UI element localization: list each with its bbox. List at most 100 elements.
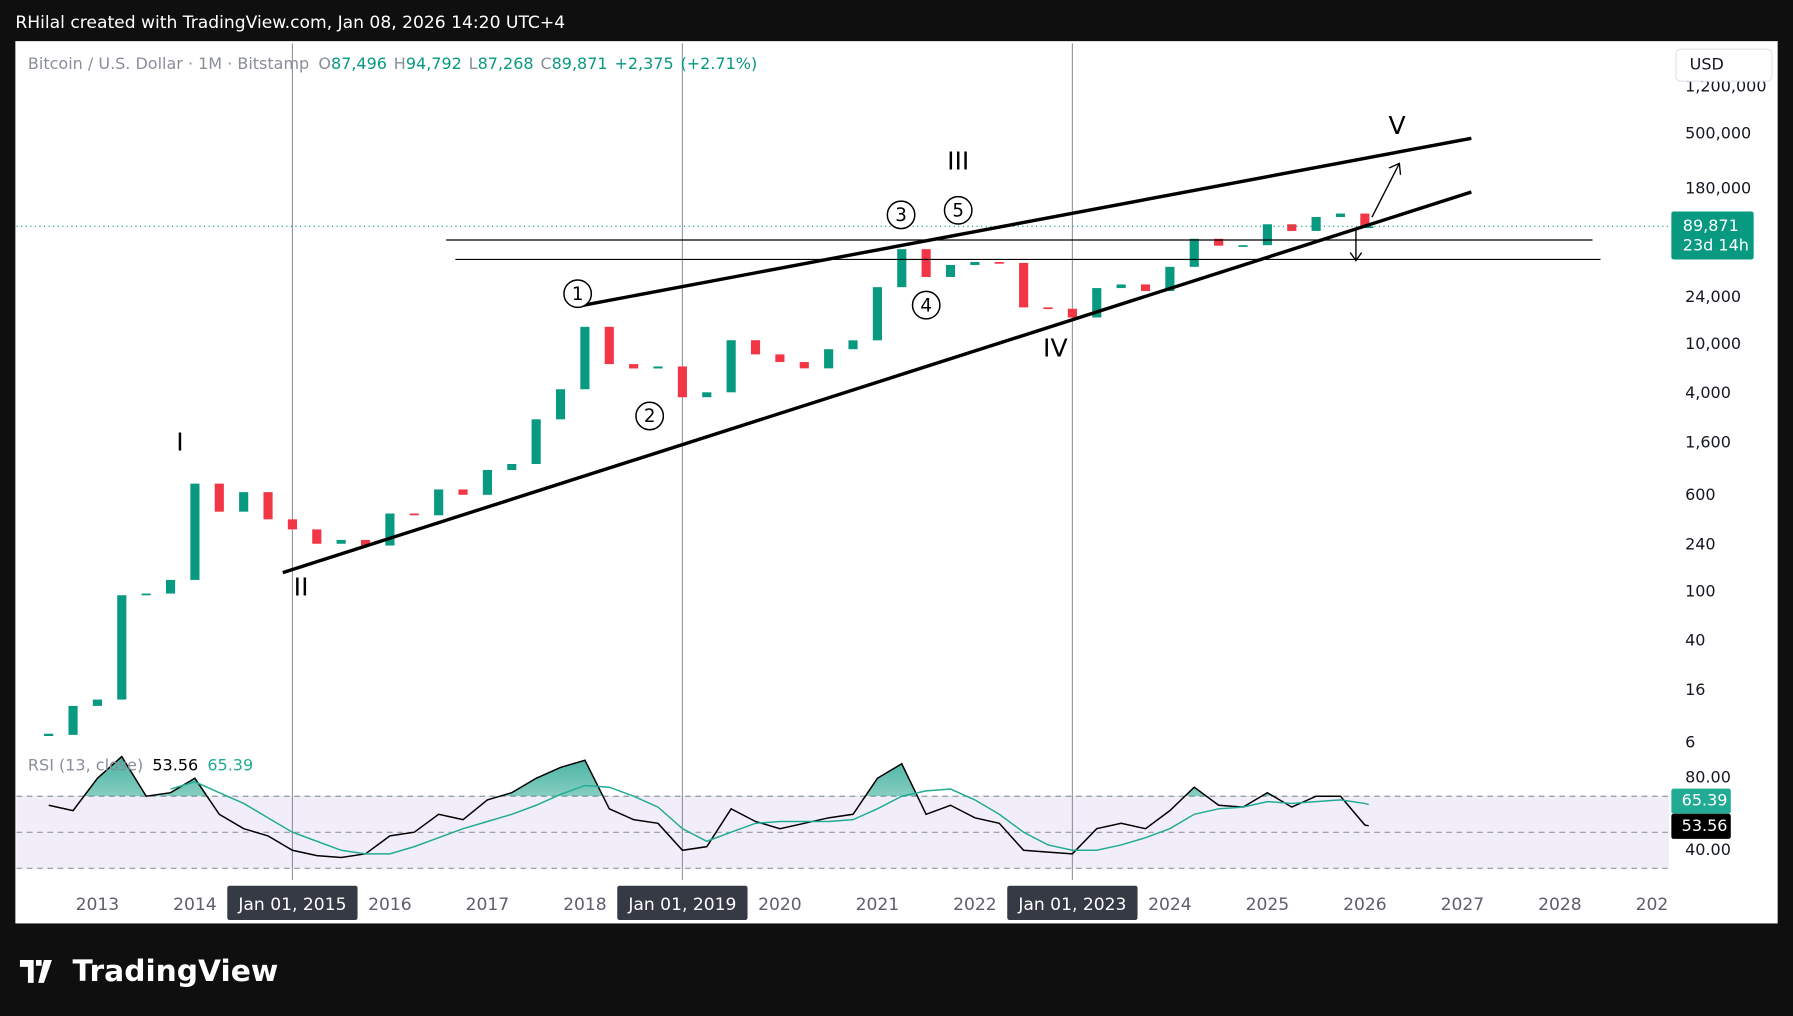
candle: [141, 593, 151, 596]
candle: [750, 340, 761, 355]
rsi-tick-label: 80.00: [1685, 768, 1731, 787]
x-tick-label: 2027: [1441, 895, 1485, 915]
ohlc-key: C: [540, 53, 551, 72]
y-tick-label: 40: [1685, 631, 1705, 650]
sub-wave-circle: [943, 195, 973, 225]
candle: [165, 579, 176, 594]
rsi-legend: RSI (13, close) 53.56 65.39: [28, 755, 253, 774]
brand-name: TradingView: [72, 954, 278, 989]
ohlc-key: L: [469, 53, 478, 72]
candle: [580, 326, 590, 390]
sub-wave-circle: [886, 200, 916, 230]
x-tick-label: 2017: [466, 895, 510, 915]
sub-wave-label: 5: [952, 200, 964, 221]
candle: [458, 489, 468, 495]
ohlc-value: 89,871: [552, 53, 608, 72]
change-percent: (+2.71%): [681, 53, 758, 72]
candle: [1043, 307, 1053, 310]
axes: 2013 2014 Jan 01, 2015 2016 2017 2018 Jan 01, …: [76, 80, 1767, 920]
last-price-badge: [1671, 211, 1754, 260]
sub-wave-label: 3: [895, 205, 907, 226]
candle: [1238, 245, 1248, 247]
sub-wave-label: 1: [572, 284, 584, 305]
y-tick-label: 16: [1685, 680, 1705, 699]
candle: [360, 539, 371, 546]
x-tick-label: Jan 01, 2019: [627, 895, 736, 915]
ohlc-key: O: [318, 53, 331, 72]
candle: [921, 249, 931, 277]
date-marker-box: [1007, 885, 1138, 920]
x-tick-label: 2022: [953, 895, 997, 915]
x-tick-label: 2028: [1538, 895, 1582, 915]
candle: [555, 389, 566, 420]
candle: [629, 364, 639, 369]
candle: [726, 340, 736, 393]
ohlc-value: 94,792: [406, 53, 462, 72]
candle: [1287, 224, 1297, 231]
candle: [1311, 216, 1321, 231]
candle: [1360, 213, 1370, 228]
wedge-upper-line: [577, 136, 1472, 308]
y-tick-label: 6: [1685, 733, 1695, 752]
rsi-value-label: 53.56: [1682, 816, 1728, 835]
candle: [677, 366, 687, 398]
x-tick-label: 2018: [563, 895, 607, 915]
currency-label[interactable]: USD: [1690, 55, 1724, 74]
candle: [409, 513, 419, 516]
rsi-line: [170, 781, 1369, 855]
x-tick-label: 2025: [1246, 895, 1290, 915]
wave-label: IV: [1043, 334, 1068, 363]
candle: [1335, 213, 1346, 217]
rsi-value-label: 65.39: [1682, 791, 1728, 810]
candle: [434, 489, 444, 516]
candle: [775, 354, 785, 363]
y-tick-label: 180,000: [1685, 179, 1751, 198]
logo-icon: [19, 960, 52, 983]
x-tick-label: 2024: [1148, 895, 1192, 915]
rsi-legend-value: 65.39: [207, 755, 253, 774]
y-tick-label: 100: [1685, 581, 1716, 600]
price-pane: [16, 43, 1670, 880]
y-tick-label: 240: [1685, 534, 1716, 553]
candle: [994, 261, 1004, 264]
candle: [1364, 226, 1374, 229]
wedge-lower-line: [282, 190, 1472, 575]
rsi-value-badge: [1671, 788, 1731, 814]
rsi-title: RSI (13, close): [28, 755, 143, 774]
candle: [604, 326, 614, 365]
candle: [1019, 262, 1029, 308]
candle: [1067, 308, 1077, 318]
candles: [44, 213, 1374, 737]
rsi-value-badge: [1671, 813, 1731, 839]
symbol-legend: Bitcoin / U.S. Dollar · 1M · Bitstamp O87…: [28, 53, 757, 72]
rsi-tick-label: 40.00: [1685, 840, 1731, 859]
candle: [507, 464, 517, 471]
candle: [531, 419, 541, 465]
candle: [702, 392, 712, 398]
change-value: +2,375: [614, 53, 673, 72]
candle: [945, 264, 956, 277]
x-tick-label: 2016: [368, 895, 412, 915]
date-marker-box: [227, 885, 358, 920]
x-tick-label: 2029: [1636, 895, 1680, 915]
date-marker-box: [617, 885, 748, 920]
candle: [385, 513, 395, 546]
wave-label: V: [1388, 111, 1405, 140]
candle: [117, 595, 127, 700]
y-tick-label: 1,600: [1685, 432, 1731, 451]
candle: [287, 519, 297, 530]
x-tick-label: 2021: [856, 895, 900, 915]
candle: [1165, 266, 1175, 291]
arrow-down: [1349, 228, 1363, 262]
candle: [1189, 238, 1199, 267]
y-tick-label: 10,000: [1685, 334, 1741, 353]
candle: [1116, 284, 1126, 289]
sub-wave-circle: [911, 290, 941, 320]
candle: [190, 483, 200, 580]
currency-button[interactable]: [1675, 48, 1773, 82]
x-axis: 2013 2014 Jan 01, 2015 2016 2017 2018 Jan 01, …: [76, 885, 1680, 920]
candle: [482, 470, 492, 495]
countdown-label: 23d 14h: [1683, 235, 1749, 254]
